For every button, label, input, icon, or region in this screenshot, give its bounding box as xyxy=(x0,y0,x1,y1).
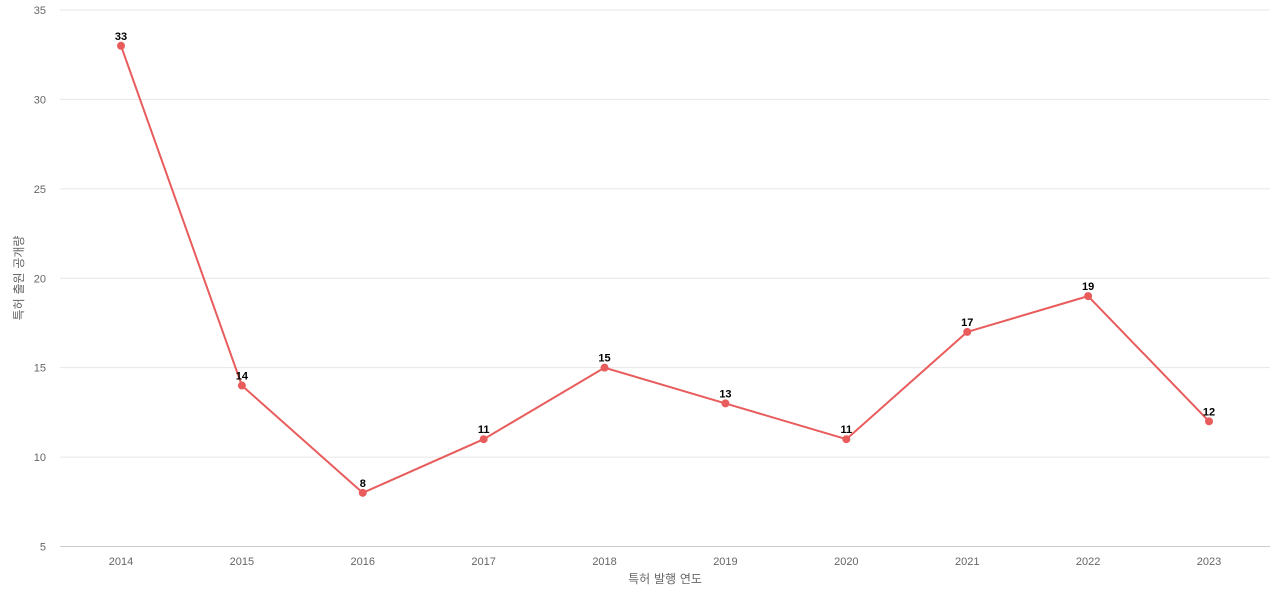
data-label: 12 xyxy=(1203,406,1215,418)
data-point[interactable] xyxy=(1084,292,1093,301)
x-tick-label: 2016 xyxy=(351,556,375,568)
data-label: 11 xyxy=(478,424,490,436)
data-point[interactable] xyxy=(842,435,851,444)
x-tick-label: 2020 xyxy=(834,556,858,568)
axis-layer: 5 10 15 20 25 30 35 2014 2015 2016 2017 2018 2019 202… xyxy=(34,5,1270,568)
series-layer xyxy=(117,41,1213,497)
grid-layer xyxy=(60,9,1270,458)
data-point[interactable] xyxy=(358,488,367,497)
data-label: 11 xyxy=(841,424,853,436)
x-axis-title: 특허 발행 연도 xyxy=(628,571,702,586)
data-point[interactable] xyxy=(963,327,972,336)
y-axis-title: 특허 출원 공개량 xyxy=(12,236,26,321)
y-tick-label: 35 xyxy=(34,5,46,17)
data-point[interactable] xyxy=(600,363,609,372)
y-tick-label: 25 xyxy=(34,184,46,196)
data-label: 13 xyxy=(719,388,731,400)
x-tick-label: 2022 xyxy=(1076,556,1100,568)
y-tick-label: 10 xyxy=(34,452,46,464)
y-tick-label: 15 xyxy=(34,363,46,375)
y-tick-label: 5 xyxy=(40,542,46,554)
data-label: 17 xyxy=(961,317,973,329)
x-tick-label: 2015 xyxy=(230,556,254,568)
data-label: 15 xyxy=(598,353,610,365)
data-point[interactable] xyxy=(117,41,125,50)
data-point[interactable] xyxy=(479,435,488,444)
x-tick-label: 2019 xyxy=(713,556,737,568)
data-label: 8 xyxy=(360,478,366,490)
x-tick-label: 2023 xyxy=(1197,556,1221,568)
data-label: 19 xyxy=(1082,281,1094,293)
data-point[interactable] xyxy=(1205,417,1213,426)
data-point[interactable] xyxy=(721,399,730,408)
y-tick-label: 20 xyxy=(34,273,46,285)
x-tick-label: 2014 xyxy=(109,556,133,568)
data-point[interactable] xyxy=(237,381,246,390)
series-line xyxy=(120,45,1210,494)
label-layer: 33 14 8 11 15 13 11 17 19 12 xyxy=(115,31,1215,490)
x-tick-label: 2018 xyxy=(592,556,616,568)
data-label: 14 xyxy=(236,371,249,383)
x-tick-label: 2021 xyxy=(955,556,979,568)
y-tick-label: 30 xyxy=(34,94,46,106)
x-tick-label: 2017 xyxy=(471,556,495,568)
data-label: 33 xyxy=(115,31,127,43)
